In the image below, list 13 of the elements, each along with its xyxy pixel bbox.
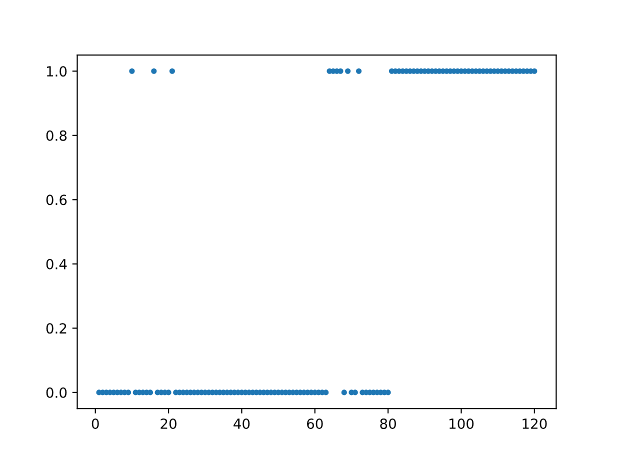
x-tick-label: 80 [380, 418, 396, 429]
y-tick-label: 0.8 [46, 130, 67, 141]
x-tick-label: 0 [92, 418, 99, 429]
x-tick-label: 60 [307, 418, 323, 429]
y-tick-label: 0.2 [46, 323, 66, 334]
y-tick-label: 1.0 [46, 66, 67, 77]
y-tick-label: 0.0 [46, 387, 67, 398]
x-tick-label: 100 [450, 418, 474, 429]
x-tick-label: 20 [160, 418, 176, 429]
x-tick-label: 120 [522, 418, 547, 429]
y-tick-label: 0.4 [46, 258, 67, 270]
y-tick-label: 0.6 [46, 194, 67, 206]
x-tick-label: 40 [234, 418, 250, 429]
